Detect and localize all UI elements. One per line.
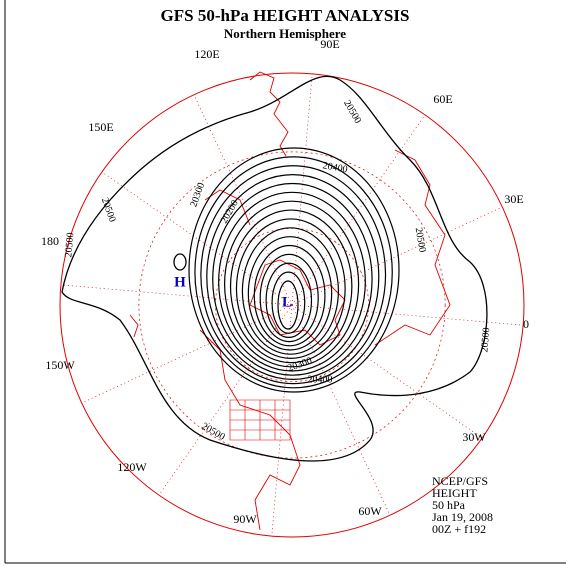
longitude-label: 90E — [320, 37, 339, 51]
longitude-label: 180 — [41, 234, 59, 248]
longitude-label: 30W — [462, 430, 486, 444]
coastline — [249, 71, 289, 157]
high-marker: H — [174, 274, 186, 290]
contour — [259, 253, 319, 343]
footer-line: HEIGHT — [432, 486, 477, 500]
longitude-label: 30E — [504, 192, 523, 206]
contour — [241, 227, 339, 355]
low-marker: L — [282, 294, 292, 310]
contour — [235, 218, 346, 359]
contour — [188, 147, 400, 393]
footer-line: 50 hPa — [432, 498, 466, 512]
longitude-label: 150W — [45, 358, 75, 372]
contour-high — [173, 253, 187, 271]
hemisphere-edge — [59, 72, 525, 538]
contour — [265, 262, 313, 338]
title: GFS 50-hPa HEIGHT ANALYSIS — [161, 6, 410, 25]
contour — [194, 156, 393, 389]
meridian — [101, 171, 293, 306]
longitude-label: 60E — [433, 92, 452, 106]
contour-label: 20500 — [63, 232, 76, 258]
latitude-circle — [138, 151, 446, 459]
contour — [212, 182, 373, 376]
height-contours — [61, 75, 488, 462]
meridian — [291, 304, 391, 516]
footer-line: NCEP/GFS — [432, 474, 488, 488]
contour-label: 20400 — [308, 374, 333, 385]
coastlines — [129, 71, 451, 531]
footer-line: Jan 19, 2008 — [432, 510, 493, 524]
longitude-label: 90W — [233, 512, 257, 526]
meridian — [291, 304, 483, 439]
meridian — [271, 304, 293, 537]
footer-line: 00Z + f192 — [432, 522, 486, 536]
contour — [277, 280, 299, 330]
meridian — [81, 304, 293, 404]
contour-label: 20500 — [341, 98, 363, 125]
contour — [218, 191, 366, 372]
contour — [247, 236, 333, 351]
longitude-label: 120W — [117, 460, 147, 474]
contour-label: 20500 — [413, 227, 428, 254]
meridian — [291, 73, 313, 306]
longitude-label: 150E — [88, 120, 113, 134]
contour — [224, 200, 360, 368]
subtitle: Northern Hemisphere — [224, 26, 346, 41]
contour — [200, 165, 387, 385]
contour-label: 20400 — [322, 160, 349, 175]
coastline — [249, 259, 346, 346]
contour-20500 — [61, 75, 488, 462]
meridian — [291, 304, 524, 326]
contour-label: 20300 — [188, 181, 207, 208]
longitude-label: 120E — [194, 47, 219, 61]
state-borders — [229, 399, 291, 441]
contour-label: 20500 — [479, 327, 492, 353]
contour — [253, 244, 326, 347]
contour — [229, 209, 353, 364]
contour-label: 20500 — [200, 421, 227, 443]
longitude-label: 60W — [358, 504, 382, 518]
longitude-label: 0 — [523, 317, 529, 331]
meridian — [158, 304, 293, 496]
coastline — [374, 149, 451, 346]
contour — [206, 174, 380, 381]
contour — [271, 271, 306, 334]
